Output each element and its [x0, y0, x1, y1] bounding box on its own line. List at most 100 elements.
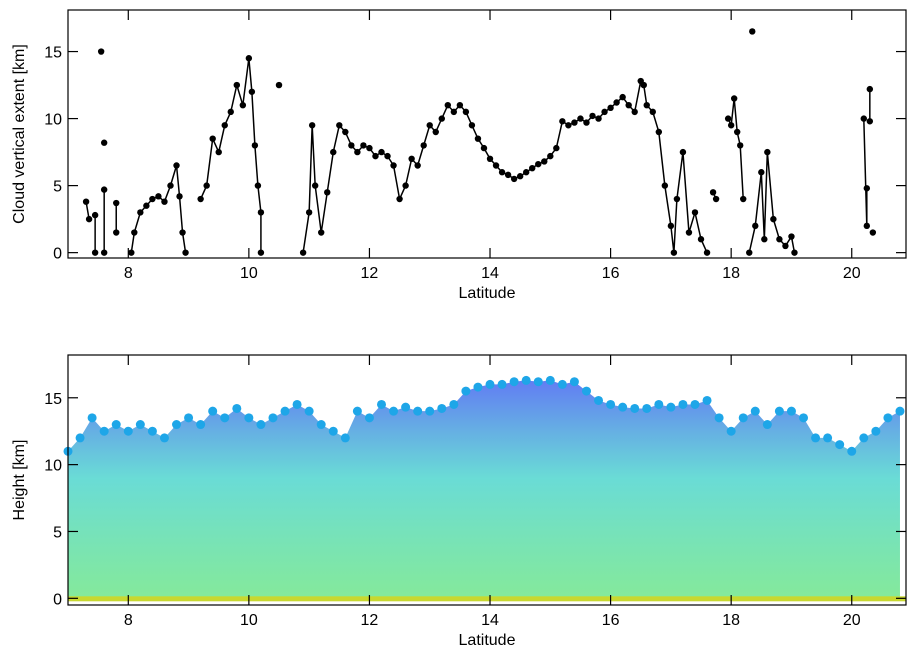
- marker: [492, 162, 500, 169]
- marker: [376, 399, 386, 409]
- marker: [420, 142, 427, 149]
- marker: [606, 399, 616, 409]
- marker: [786, 406, 796, 416]
- marker: [690, 399, 700, 409]
- marker: [182, 249, 189, 256]
- marker: [113, 199, 120, 207]
- x-tick-label: 12: [361, 612, 379, 629]
- marker: [450, 108, 458, 116]
- marker: [788, 233, 795, 240]
- x-axis-label: Latitude: [459, 285, 516, 302]
- marker: [100, 139, 108, 146]
- marker: [847, 446, 857, 456]
- marker: [547, 152, 554, 160]
- marker: [863, 185, 871, 192]
- marker: [100, 249, 108, 256]
- marker: [91, 211, 99, 219]
- marker: [100, 186, 108, 193]
- marker: [577, 115, 584, 122]
- x-tick-label: 16: [602, 612, 620, 629]
- marker: [221, 122, 228, 129]
- marker: [522, 169, 530, 176]
- marker: [866, 118, 874, 125]
- marker: [640, 81, 647, 89]
- marker: [456, 101, 464, 109]
- marker: [245, 55, 253, 62]
- marker: [630, 403, 640, 413]
- marker: [408, 155, 415, 162]
- marker: [529, 164, 536, 172]
- marker: [504, 171, 512, 179]
- marker: [256, 420, 266, 430]
- marker: [594, 395, 604, 405]
- marker: [208, 406, 218, 416]
- marker: [82, 198, 90, 205]
- marker: [545, 375, 555, 385]
- marker: [712, 195, 720, 203]
- marker: [625, 101, 632, 109]
- marker: [782, 242, 789, 250]
- marker: [402, 182, 409, 189]
- marker: [257, 209, 265, 216]
- marker: [670, 249, 678, 256]
- line: [748, 152, 796, 253]
- marker: [328, 426, 338, 436]
- marker: [774, 406, 784, 416]
- marker: [869, 229, 877, 236]
- marker: [642, 403, 652, 413]
- marker: [85, 215, 93, 223]
- marker: [541, 158, 548, 165]
- marker: [364, 413, 374, 423]
- marker: [401, 402, 411, 412]
- marker: [173, 162, 180, 169]
- marker: [581, 386, 591, 396]
- marker: [372, 152, 379, 160]
- marker: [631, 108, 638, 116]
- marker: [498, 169, 506, 176]
- marker: [426, 122, 433, 129]
- marker: [752, 222, 759, 230]
- marker: [75, 433, 85, 443]
- marker: [143, 202, 150, 209]
- marker: [895, 406, 905, 416]
- marker: [232, 403, 242, 413]
- marker: [750, 406, 760, 416]
- marker: [860, 115, 867, 122]
- marker: [697, 236, 705, 243]
- line: [863, 118, 868, 226]
- marker: [733, 128, 741, 136]
- marker: [414, 162, 421, 169]
- y-tick-label: 0: [53, 246, 62, 263]
- marker: [251, 142, 259, 149]
- marker: [883, 413, 893, 423]
- x-tick-label: 20: [843, 612, 861, 629]
- y-tick-label: 15: [44, 391, 62, 408]
- line: [199, 58, 262, 253]
- marker: [667, 222, 675, 230]
- marker: [99, 426, 109, 436]
- marker: [746, 249, 753, 256]
- marker: [215, 148, 222, 156]
- marker: [233, 81, 241, 89]
- x-tick-label: 18: [722, 265, 740, 282]
- marker: [336, 122, 343, 129]
- marker: [308, 122, 316, 129]
- marker: [521, 375, 531, 385]
- x-tick-label: 18: [722, 612, 740, 629]
- marker: [111, 420, 121, 430]
- marker: [709, 189, 717, 196]
- plot-frame: [67, 9, 907, 259]
- marker: [437, 403, 447, 413]
- marker: [449, 399, 459, 409]
- x-tick-label: 8: [124, 612, 133, 629]
- marker: [553, 144, 560, 152]
- marker: [280, 406, 290, 416]
- marker: [384, 152, 391, 160]
- marker: [438, 115, 445, 122]
- y-tick-label: 0: [53, 591, 62, 608]
- x-tick-label: 14: [481, 265, 499, 282]
- marker: [316, 420, 326, 430]
- marker: [673, 195, 681, 203]
- line: [130, 165, 187, 253]
